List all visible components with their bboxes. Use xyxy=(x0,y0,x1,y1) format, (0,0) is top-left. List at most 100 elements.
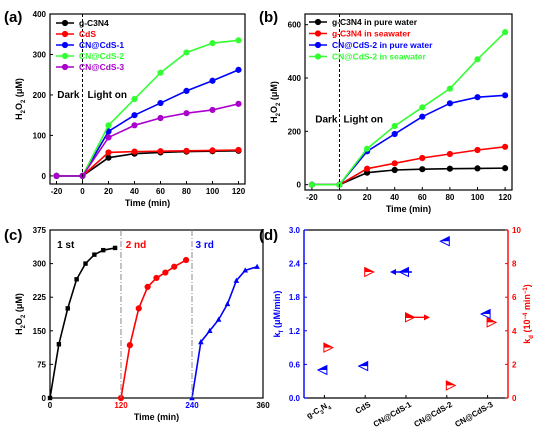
left-axis-label: kf (μM/min) xyxy=(272,290,285,337)
left-tick-label: 2.4 xyxy=(289,260,301,269)
data-point xyxy=(131,122,138,129)
data-point xyxy=(153,274,160,282)
left-tick-label: 0.0 xyxy=(289,394,301,403)
data-point xyxy=(209,77,216,84)
legend-entry: g-C3N4 in pure water xyxy=(332,17,418,27)
x-tick-label: 80 xyxy=(445,193,454,202)
x-axis-label: Time (min) xyxy=(125,198,170,208)
data-point xyxy=(144,283,151,290)
x-tick-label: 0 xyxy=(80,187,85,196)
data-point xyxy=(157,114,164,122)
data-point xyxy=(446,85,453,92)
x-tick-label: 120 xyxy=(498,193,512,202)
data-point xyxy=(65,306,70,311)
data-point xyxy=(171,263,178,270)
data-point xyxy=(183,49,190,56)
y-tick-label: 300 xyxy=(33,260,47,269)
data-point xyxy=(131,95,138,103)
data-point xyxy=(209,147,216,154)
category-label: CN@CdS-3 xyxy=(453,400,495,429)
right-tick-label: 8 xyxy=(512,260,517,269)
data-point xyxy=(56,342,62,347)
data-point xyxy=(474,146,481,154)
legend-entry: CN@CdS-1 xyxy=(79,40,124,50)
data-point xyxy=(502,143,509,150)
cycle-label: 3 rd xyxy=(196,240,214,251)
x-tick-label: 80 xyxy=(182,187,191,196)
data-point xyxy=(215,316,222,322)
legend-entry: CN@CdS-2 in seawater xyxy=(332,52,426,62)
data-point xyxy=(105,134,112,141)
y-tick-label: 200 xyxy=(33,91,47,100)
y-tick-label: 200 xyxy=(288,127,302,136)
kd-arrow-head xyxy=(424,314,430,321)
data-point xyxy=(308,181,315,188)
plot-frame xyxy=(49,229,264,399)
legend-marker xyxy=(314,41,322,49)
data-point xyxy=(206,327,213,333)
legend-marker xyxy=(314,53,322,60)
data-point xyxy=(183,147,190,154)
x-tick-label: 360 xyxy=(256,401,270,410)
cycle-label: 2 nd xyxy=(126,240,147,251)
data-point xyxy=(209,40,216,47)
data-point xyxy=(105,122,112,129)
cycle-label: 1 st xyxy=(57,240,75,251)
light-on-annotation: Light on xyxy=(88,90,127,101)
data-point xyxy=(209,106,216,114)
data-point xyxy=(364,145,371,152)
data-point xyxy=(446,100,453,107)
legend-entry: CdS xyxy=(79,29,96,39)
y-tick-label: 300 xyxy=(33,50,47,59)
x-tick-label: 100 xyxy=(471,193,485,202)
data-point xyxy=(157,148,164,155)
right-tick-label: 4 xyxy=(512,327,517,336)
light-on-annotation: Light on xyxy=(344,115,383,126)
data-point xyxy=(235,146,242,154)
data-point xyxy=(162,269,169,276)
kd-point xyxy=(486,317,498,328)
y-tick-label: 400 xyxy=(33,10,47,19)
data-point xyxy=(474,94,481,101)
data-point xyxy=(391,130,398,138)
data-point xyxy=(446,165,453,172)
series-line xyxy=(191,265,258,399)
y-tick-label: 225 xyxy=(33,293,47,302)
kf-point xyxy=(316,364,328,376)
right-tick-label: 6 xyxy=(512,293,517,302)
y-tick-label: 600 xyxy=(288,21,302,30)
x-tick-label: 40 xyxy=(130,187,139,196)
x-tick-label: 40 xyxy=(390,193,399,202)
right-tick-label: 0 xyxy=(512,394,517,403)
legend-marker xyxy=(61,52,69,60)
legend-entry: g-C3N4 xyxy=(79,18,109,28)
data-point xyxy=(235,100,242,107)
left-tick-label: 1.2 xyxy=(289,327,301,336)
legend-marker xyxy=(61,63,69,71)
series-line xyxy=(311,94,506,186)
data-point xyxy=(105,154,112,161)
legend-entry: CN@CdS-3 xyxy=(79,62,124,72)
legend-marker xyxy=(61,30,69,38)
x-tick-label: 20 xyxy=(104,187,113,196)
x-tick-label: 20 xyxy=(363,193,372,202)
category-label: CN@CdS-2 xyxy=(413,400,455,429)
data-point xyxy=(391,160,398,167)
panel-label: (c) xyxy=(4,227,22,244)
x-tick-label: 120 xyxy=(232,187,246,196)
data-point xyxy=(47,395,53,401)
data-point xyxy=(126,342,133,349)
data-point xyxy=(112,245,118,251)
kf-point xyxy=(439,235,450,247)
data-point xyxy=(131,112,138,119)
left-tick-label: 1.8 xyxy=(289,293,301,302)
category-label: CdS xyxy=(354,400,373,416)
legend-entry: CN@CdS-2 xyxy=(79,51,124,61)
right-tick-label: 2 xyxy=(512,360,517,369)
series-line xyxy=(56,149,239,177)
category-label: g-C3N4 xyxy=(305,399,334,422)
x-tick-label: -20 xyxy=(51,187,63,196)
y-tick-label: 375 xyxy=(33,226,47,235)
y-tick-label: 0 xyxy=(42,172,47,181)
